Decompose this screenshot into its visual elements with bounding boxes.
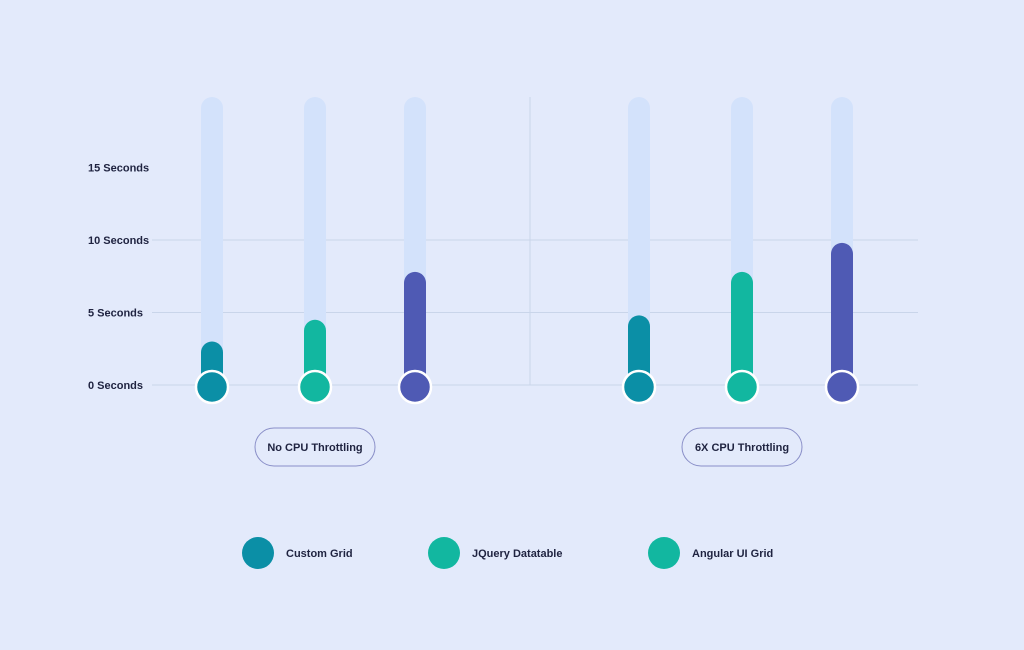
y-tick-label: 0 Seconds [88,380,143,392]
bar [628,315,650,385]
legend-swatch [242,537,274,569]
bar [831,242,853,385]
bar-track [304,97,326,385]
bar-track [628,97,650,385]
legend-swatch [648,537,680,569]
bar-base-dot [397,369,433,405]
y-axis-ticks: 0 Seconds 5 Seconds 10 Seconds 15 Seconds [88,163,149,393]
y-tick-label: 15 Seconds [88,163,149,175]
bar-base-dot [724,369,760,405]
category-label-pill [254,427,376,467]
bar [404,271,426,385]
bars-layer [194,97,860,405]
bar-base-dot [194,369,230,405]
bar-base-dot [297,369,333,405]
bar [731,271,753,385]
grid-layer [152,97,918,386]
category-label: No CPU Throttling [267,442,362,454]
legend-label: Angular UI Grid [692,548,773,560]
category-label: 6X CPU Throttling [695,442,789,454]
bar-track [201,97,223,385]
category-labels: No CPU Throttling 6X CPU Throttling [254,427,803,467]
y-tick-label: 10 Seconds [88,235,149,247]
legend: Custom Grid JQuery Datatable Angular UI Gr… [242,537,773,569]
legend-label: Custom Grid [286,548,353,560]
bar-base-dot [824,369,860,405]
category-label-pill [681,427,803,467]
legend-label: JQuery Datatable [472,548,562,560]
bar-base-dot [621,369,657,405]
y-tick-label: 5 Seconds [88,308,143,320]
legend-swatch [428,537,460,569]
bar [304,319,326,385]
